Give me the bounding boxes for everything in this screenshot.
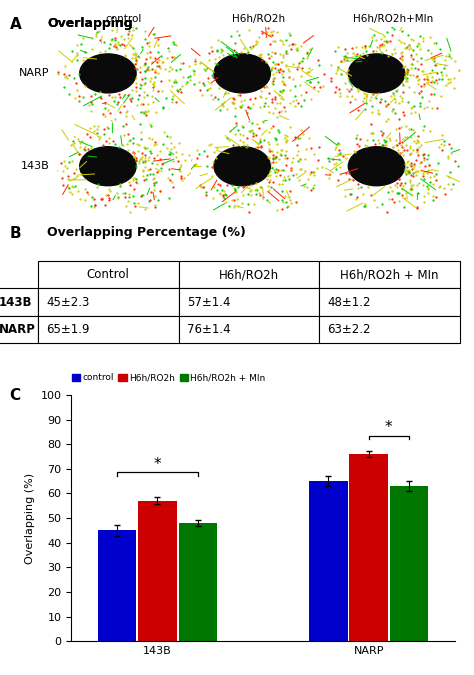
Text: A: A: [9, 17, 21, 32]
Circle shape: [214, 146, 270, 186]
Text: H6h/RO2h: H6h/RO2h: [232, 14, 285, 24]
Bar: [309, 481, 347, 641]
Bar: [349, 454, 388, 641]
Circle shape: [348, 146, 405, 186]
Text: Overlapping: Overlapping: [47, 17, 133, 30]
Legend: control, H6h/RO2h, H6h/RO2h + MIn: control, H6h/RO2h, H6h/RO2h + MIn: [68, 370, 269, 386]
Circle shape: [214, 54, 270, 93]
Text: C: C: [9, 388, 20, 403]
Text: 10 μM: 10 μM: [402, 192, 425, 201]
Bar: [390, 486, 428, 641]
Bar: [98, 531, 137, 641]
Text: H6h/RO2h+MIn: H6h/RO2h+MIn: [353, 14, 433, 24]
Circle shape: [80, 54, 136, 93]
Circle shape: [80, 146, 136, 186]
Bar: [138, 501, 177, 641]
Text: 143B: 143B: [21, 161, 50, 171]
Bar: [179, 523, 217, 641]
Y-axis label: Overlapping (%): Overlapping (%): [25, 472, 35, 564]
Text: *: *: [385, 420, 392, 435]
Text: Overlapping: Overlapping: [47, 17, 133, 30]
Circle shape: [348, 54, 405, 93]
Text: B: B: [9, 226, 21, 241]
Text: control: control: [106, 14, 142, 24]
Text: Overlapping Percentage (%): Overlapping Percentage (%): [47, 226, 246, 239]
Text: *: *: [154, 457, 161, 472]
Text: NARP: NARP: [19, 68, 50, 78]
